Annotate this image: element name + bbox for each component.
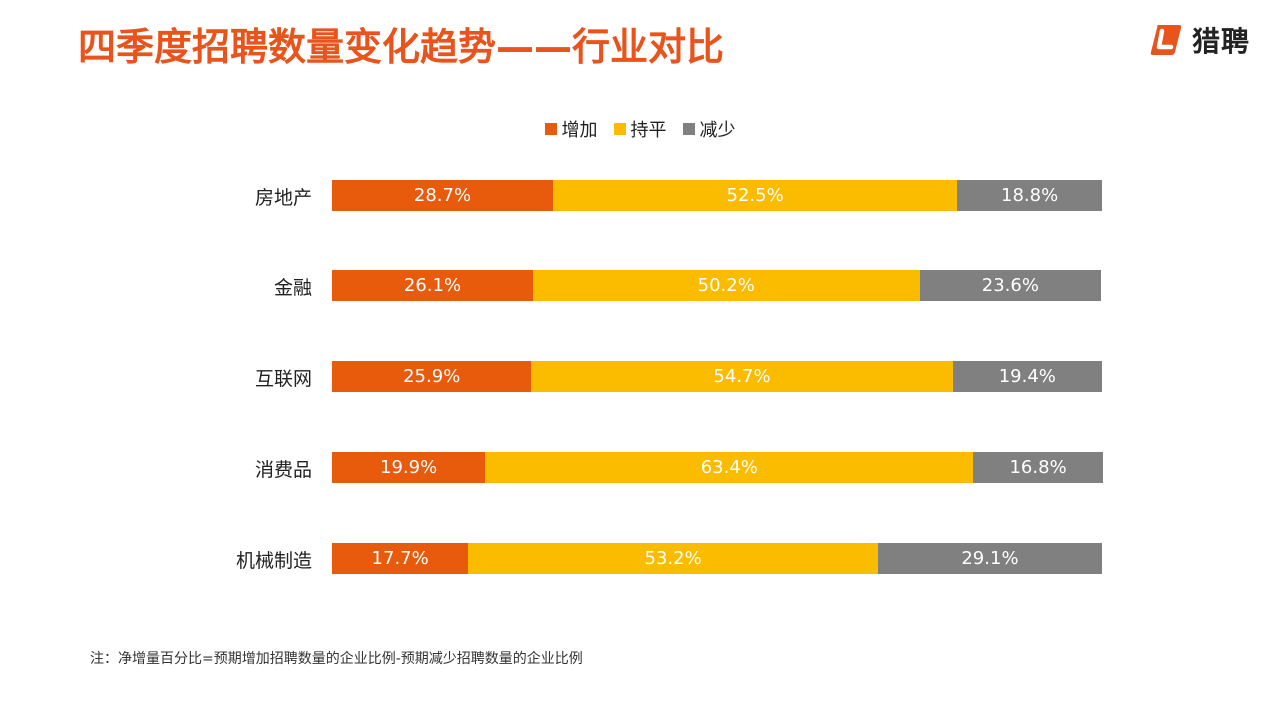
data-label: 52.5%: [726, 185, 784, 206]
data-label: 53.2%: [644, 548, 702, 569]
data-label: 17.7%: [371, 548, 429, 569]
legend-swatch: [682, 123, 695, 135]
logo-text: 猎聘: [1191, 25, 1250, 58]
brand-logo: 猎聘: [1148, 22, 1250, 58]
data-label: 19.4%: [998, 366, 1056, 387]
bar-segment: 54.7%: [531, 361, 953, 392]
category-label: 金融: [273, 277, 312, 299]
data-label: 23.6%: [981, 275, 1039, 296]
legend-item: 增加: [544, 116, 598, 142]
bar-segment: 63.4%: [485, 452, 974, 483]
category-label: 房地产: [254, 187, 312, 209]
legend-item: 持平: [613, 116, 667, 142]
bar-segment: 29.1%: [877, 543, 1102, 574]
legend-swatch: [544, 123, 557, 135]
bar-segment: 23.6%: [919, 270, 1102, 301]
bar-segment: 53.2%: [468, 543, 878, 574]
bar-segment: 16.8%: [973, 452, 1103, 483]
data-label: 50.2%: [697, 275, 755, 296]
data-label: 29.1%: [961, 548, 1019, 569]
data-label: 26.1%: [403, 275, 462, 296]
data-label: 18.8%: [1001, 185, 1059, 206]
bar-segment: 19.9%: [332, 452, 486, 483]
bar-segment: 52.5%: [552, 180, 958, 211]
liepin-logo-icon: [1150, 25, 1182, 55]
data-label: 19.9%: [380, 457, 438, 478]
bar-segment: 26.1%: [332, 270, 533, 301]
data-label: 25.9%: [403, 366, 461, 387]
data-label: 63.4%: [700, 457, 758, 478]
legend-item: 减少: [682, 116, 736, 142]
legend-label: 增加: [561, 120, 598, 141]
data-label: 28.7%: [413, 185, 472, 206]
bar-segment: 25.9%: [332, 361, 532, 392]
bar-segment: 50.2%: [532, 270, 920, 301]
page-title: 四季度招聘数量变化趋势——行业对比: [78, 25, 725, 69]
legend-label: 持平: [630, 120, 667, 141]
bar-segment: 28.7%: [332, 180, 553, 211]
bar-segment: 17.7%: [332, 543, 469, 574]
data-label: 16.8%: [1009, 457, 1067, 478]
bar-segment: 18.8%: [957, 180, 1102, 211]
category-label: 互联网: [254, 368, 312, 390]
category-label: 机械制造: [235, 550, 312, 572]
legend-swatch: [613, 123, 626, 135]
chart-legend: 增加 持平 减少: [0, 116, 1280, 142]
data-label: 54.7%: [713, 366, 771, 387]
bar-segment: 19.4%: [952, 361, 1102, 392]
legend-label: 减少: [699, 120, 736, 141]
footnote: 注：净增量百分比=预期增加招聘数量的企业比例-预期减少招聘数量的企业比例: [90, 651, 583, 667]
category-label: 消费品: [254, 459, 312, 481]
